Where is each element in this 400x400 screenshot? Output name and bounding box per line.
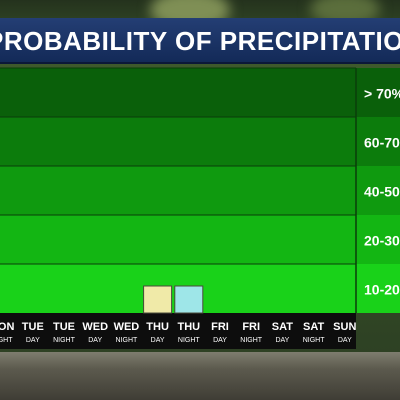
x-tick-period-5: DAY xyxy=(151,337,165,344)
bar-thu-day xyxy=(143,285,173,314)
band-label-2: 40-50 xyxy=(364,184,400,200)
band-label-3: 20-30 xyxy=(364,233,400,249)
x-tick-day-5: THU xyxy=(146,321,169,333)
x-tick-period-3: DAY xyxy=(88,337,102,344)
x-tick-day-6: THU xyxy=(177,321,200,333)
x-tick-period-0: NIGHT xyxy=(0,337,13,344)
x-tick-period-11: DAY xyxy=(338,337,352,344)
x-tick-day-7: FRI xyxy=(211,321,229,333)
x-tick-day-10: SAT xyxy=(303,321,324,333)
x-tick-day-8: FRI xyxy=(242,321,260,333)
x-tick-period-8: NIGHT xyxy=(240,337,263,344)
band-0 xyxy=(0,68,400,117)
band-1 xyxy=(0,117,400,166)
x-label-strip xyxy=(0,313,356,349)
x-tick-period-9: DAY xyxy=(275,337,289,344)
x-tick-day-11: SUN xyxy=(333,321,356,333)
x-tick-period-2: NIGHT xyxy=(53,337,76,344)
bar-thu-night xyxy=(174,285,204,314)
x-tick-day-0: MON xyxy=(0,321,14,333)
x-tick-day-3: WED xyxy=(82,321,108,333)
x-tick-day-2: TUE xyxy=(53,321,75,333)
band-label-0: > 70% xyxy=(364,86,400,102)
band-2 xyxy=(0,166,400,215)
band-3 xyxy=(0,215,400,264)
x-tick-period-10: NIGHT xyxy=(303,337,326,344)
x-tick-period-4: NIGHT xyxy=(116,337,139,344)
x-tick-period-1: DAY xyxy=(26,337,40,344)
x-tick-period-6: NIGHT xyxy=(178,337,201,344)
x-tick-day-1: TUE xyxy=(22,321,44,333)
band-label-4: 10-20 xyxy=(364,282,400,298)
x-tick-day-4: WED xyxy=(114,321,140,333)
x-tick-period-7: DAY xyxy=(213,337,227,344)
x-tick-day-9: SAT xyxy=(272,321,293,333)
wet-ground-background xyxy=(0,352,400,400)
band-label-1: 60-70 xyxy=(364,135,400,151)
title-bar: PROBABILITY OF PRECIPITATION xyxy=(0,18,400,64)
chart-title: PROBABILITY OF PRECIPITATION xyxy=(0,26,400,56)
